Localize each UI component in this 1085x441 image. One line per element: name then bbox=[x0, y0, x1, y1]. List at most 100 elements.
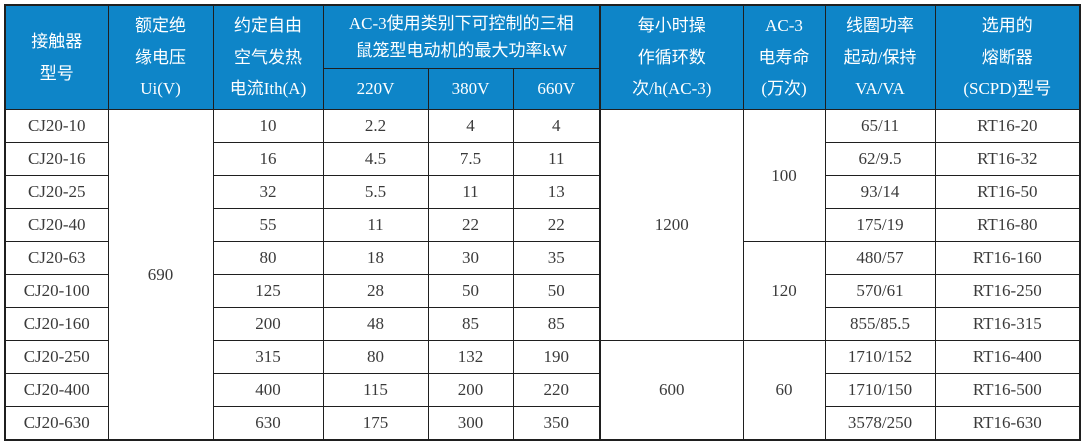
cell-power-220: 175 bbox=[322, 406, 429, 441]
cell-fuse-type: RT16-32 bbox=[934, 142, 1081, 176]
cell-coil-power: 855/85.5 bbox=[824, 307, 936, 341]
cell-power-660: 190 bbox=[512, 340, 602, 374]
cell-power-380: 7.5 bbox=[427, 142, 514, 176]
cell-fuse-type: RT16-630 bbox=[934, 406, 1081, 441]
header-contactor-model: 接触器 型号 bbox=[4, 4, 109, 110]
contactor-spec-table: 接触器 型号 额定绝 缘电压 Ui(V) 约定自由 空气发热 电流Ith(A) … bbox=[4, 4, 1082, 441]
header-coil-power: 线圈功率 起动/保持 VA/VA bbox=[824, 4, 936, 110]
cell-power-220: 48 bbox=[322, 307, 429, 341]
cell-coil-power: 480/57 bbox=[824, 241, 936, 275]
table-row: CJ20-25 32 5.5 11 13 93/14 RT16-50 bbox=[4, 175, 1081, 209]
cell-power-220: 11 bbox=[322, 208, 429, 242]
table-row: CJ20-630 630 175 300 350 3578/250 RT16-6… bbox=[4, 406, 1081, 441]
cell-power-220: 115 bbox=[322, 373, 429, 407]
header-fuse-type: 选用的 熔断器 (SCPD)型号 bbox=[934, 4, 1081, 110]
cell-model: CJ20-40 bbox=[4, 208, 109, 242]
cell-fuse-type: RT16-50 bbox=[934, 175, 1081, 209]
cell-power-380: 300 bbox=[427, 406, 514, 441]
cell-insulation-voltage-merged: 690 bbox=[107, 109, 214, 441]
cell-life-merged-bottom: 60 bbox=[742, 340, 826, 441]
cell-power-220: 18 bbox=[322, 241, 429, 275]
cell-power-220: 4.5 bbox=[322, 142, 429, 176]
cell-power-220: 80 bbox=[322, 340, 429, 374]
cell-fuse-type: RT16-80 bbox=[934, 208, 1081, 242]
header-row-top: 接触器 型号 额定绝 缘电压 Ui(V) 约定自由 空气发热 电流Ith(A) … bbox=[4, 4, 1081, 110]
cell-ith: 32 bbox=[212, 175, 324, 209]
cell-power-660: 50 bbox=[512, 274, 602, 308]
cell-ith: 55 bbox=[212, 208, 324, 242]
cell-ith: 10 bbox=[212, 109, 324, 143]
cell-coil-power: 1710/150 bbox=[824, 373, 936, 407]
table-row: CJ20-10 690 10 2.2 4 4 1200 100 65/11 RT… bbox=[4, 109, 1081, 441]
header-thermal-current: 约定自由 空气发热 电流Ith(A) bbox=[212, 4, 324, 110]
cell-power-380: 4 bbox=[427, 109, 514, 143]
cell-power-220: 2.2 bbox=[322, 109, 429, 143]
cell-power-220: 28 bbox=[322, 274, 429, 308]
cell-ith: 630 bbox=[212, 406, 324, 441]
cell-power-660: 4 bbox=[512, 109, 602, 143]
cell-coil-power: 175/19 bbox=[824, 208, 936, 242]
cell-power-380: 132 bbox=[427, 340, 514, 374]
cell-power-220: 5.5 bbox=[322, 175, 429, 209]
table-row: CJ20-100 125 28 50 50 570/61 RT16-250 bbox=[4, 274, 1081, 308]
cell-power-380: 200 bbox=[427, 373, 514, 407]
cell-power-660: 350 bbox=[512, 406, 602, 441]
table-row: CJ20-63 80 18 30 35 120 480/57 RT16-160 bbox=[4, 241, 1081, 341]
header-ac3-max-power-group: AC-3使用类别下可控制的三相 鼠笼型电动机的最大功率kW bbox=[322, 4, 602, 69]
cell-coil-power: 65/11 bbox=[824, 109, 936, 143]
cell-coil-power: 62/9.5 bbox=[824, 142, 936, 176]
cell-ith: 80 bbox=[212, 241, 324, 275]
header-rated-insulation-voltage: 额定绝 缘电压 Ui(V) bbox=[107, 4, 214, 110]
table-row: CJ20-160 200 48 85 85 855/85.5 RT16-315 bbox=[4, 307, 1081, 341]
cell-fuse-type: RT16-500 bbox=[934, 373, 1081, 407]
cell-life-merged-top: 100 bbox=[742, 109, 826, 242]
cell-model: CJ20-250 bbox=[4, 340, 109, 374]
cell-model: CJ20-160 bbox=[4, 307, 109, 341]
cell-power-380: 11 bbox=[427, 175, 514, 209]
header-operating-cycles: 每小时操 作循环数 次/h(AC-3) bbox=[599, 4, 744, 110]
table-row: CJ20-400 400 115 200 220 1710/150 RT16-5… bbox=[4, 373, 1081, 407]
header-660v: 660V bbox=[512, 68, 602, 110]
table-body: CJ20-10 690 10 2.2 4 4 1200 100 65/11 RT… bbox=[4, 109, 1081, 441]
cell-model: CJ20-16 bbox=[4, 142, 109, 176]
cell-cycles-merged-top: 1200 bbox=[599, 109, 744, 341]
cell-coil-power: 570/61 bbox=[824, 274, 936, 308]
cell-power-660: 11 bbox=[512, 142, 602, 176]
cell-ith: 16 bbox=[212, 142, 324, 176]
cell-coil-power: 1710/152 bbox=[824, 340, 936, 374]
cell-fuse-type: RT16-315 bbox=[934, 307, 1081, 341]
cell-power-660: 220 bbox=[512, 373, 602, 407]
cell-power-380: 30 bbox=[427, 241, 514, 275]
cell-power-660: 13 bbox=[512, 175, 602, 209]
cell-ith: 400 bbox=[212, 373, 324, 407]
cell-model: CJ20-630 bbox=[4, 406, 109, 441]
cell-model: CJ20-10 bbox=[4, 109, 109, 143]
cell-ith: 125 bbox=[212, 274, 324, 308]
table-row: CJ20-40 55 11 22 22 175/19 RT16-80 bbox=[4, 208, 1081, 242]
cell-power-380: 85 bbox=[427, 307, 514, 341]
cell-fuse-type: RT16-20 bbox=[934, 109, 1081, 143]
cell-power-660: 85 bbox=[512, 307, 602, 341]
cell-fuse-type: RT16-250 bbox=[934, 274, 1081, 308]
table-row: CJ20-250 315 80 132 190 600 60 1710/152 … bbox=[4, 340, 1081, 441]
cell-coil-power: 93/14 bbox=[824, 175, 936, 209]
cell-fuse-type: RT16-160 bbox=[934, 241, 1081, 275]
header-380v: 380V bbox=[427, 68, 514, 110]
cell-model: CJ20-25 bbox=[4, 175, 109, 209]
cell-coil-power: 3578/250 bbox=[824, 406, 936, 441]
cell-power-380: 22 bbox=[427, 208, 514, 242]
cell-cycles-merged-bottom: 600 bbox=[599, 340, 744, 441]
table-header: 接触器 型号 额定绝 缘电压 Ui(V) 约定自由 空气发热 电流Ith(A) … bbox=[4, 4, 1081, 110]
table-row: CJ20-16 16 4.5 7.5 11 62/9.5 RT16-32 bbox=[4, 142, 1081, 176]
header-ac3-electrical-life: AC-3 电寿命 (万次) bbox=[742, 4, 826, 110]
cell-power-380: 50 bbox=[427, 274, 514, 308]
cell-life-merged-mid: 120 bbox=[742, 241, 826, 341]
header-row-sub: 220V 380V 660V bbox=[5, 68, 1080, 110]
cell-ith: 200 bbox=[212, 307, 324, 341]
cell-model: CJ20-63 bbox=[4, 241, 109, 275]
cell-model: CJ20-100 bbox=[4, 274, 109, 308]
cell-power-660: 35 bbox=[512, 241, 602, 275]
cell-ith: 315 bbox=[212, 340, 324, 374]
header-220v: 220V bbox=[322, 68, 429, 110]
